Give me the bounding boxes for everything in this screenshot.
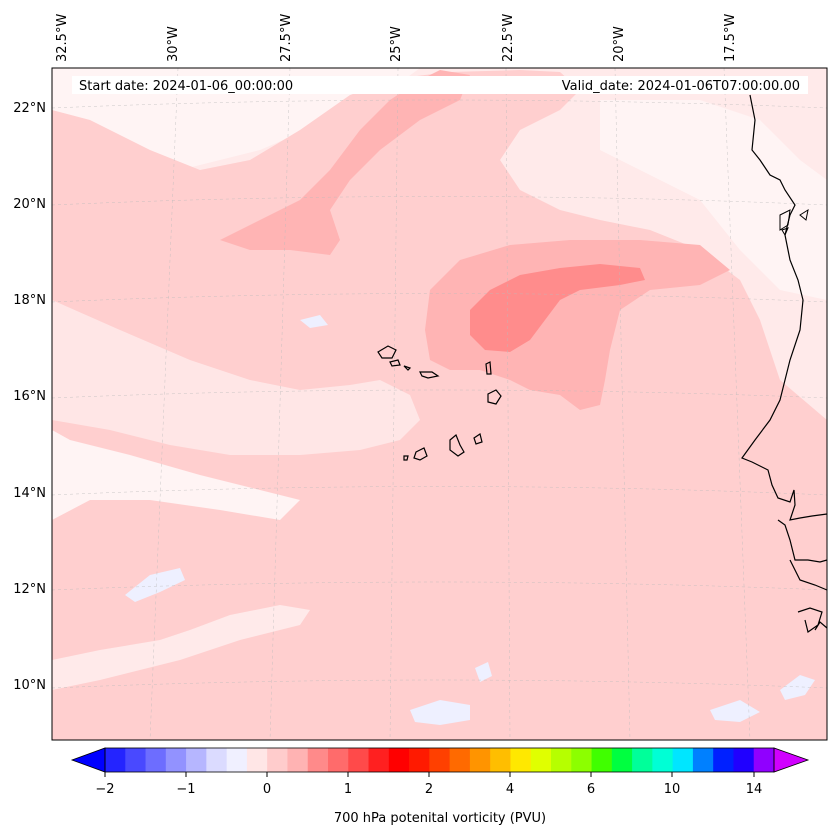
pv-field-light xyxy=(600,100,827,300)
map-panel: Start date: 2024-01-06_00:00:00 Valid_da… xyxy=(51,67,828,741)
colorbar-cell xyxy=(692,748,714,772)
colorbar-cell xyxy=(368,748,390,772)
colorbar-cell xyxy=(611,748,633,772)
pv-field-negative xyxy=(780,675,815,700)
lat-label: 16°N xyxy=(13,389,46,404)
pv-field-light xyxy=(52,300,420,455)
colorbar-cell xyxy=(510,748,532,772)
cbar-tick: 2 xyxy=(425,782,433,797)
colorbar-tick-labels: −2 −1 0 1 2 4 6 10 14 xyxy=(95,782,762,797)
lon-label: 25°W xyxy=(389,26,404,62)
lat-label: 22°N xyxy=(13,101,46,116)
colorbar-cell xyxy=(753,748,775,772)
pv-field-negative xyxy=(125,568,185,602)
colorbar-cell xyxy=(328,748,349,772)
colorbar-cell xyxy=(490,748,512,772)
colorbar-cell xyxy=(672,748,694,772)
colorbar-cells xyxy=(105,748,775,772)
lon-label: 30°W xyxy=(166,26,181,62)
coastline xyxy=(779,208,809,237)
pv-field-strong xyxy=(220,70,470,255)
pv-field-core xyxy=(470,264,645,352)
lat-label: 12°N xyxy=(13,582,46,597)
lat-label: 10°N xyxy=(13,678,46,693)
lat-label: 14°N xyxy=(13,486,46,501)
pv-field-negative xyxy=(475,662,492,682)
longitude-labels: 32.5°W 30°W 27.5°W 25°W 22.5°W 20°W 17.5… xyxy=(55,14,738,62)
colorbar-cell xyxy=(125,748,147,772)
map-frame xyxy=(51,67,828,741)
graticule xyxy=(51,67,828,741)
colorbar-cell xyxy=(409,748,430,772)
colorbar-label: 700 hPa potenital vorticity (PVU) xyxy=(334,811,546,826)
lon-label: 32.5°W xyxy=(55,14,70,62)
colorbar-cell xyxy=(733,748,755,772)
cbar-tick: −1 xyxy=(176,782,195,797)
cbar-tick: −2 xyxy=(95,782,114,797)
colorbar-cell xyxy=(145,748,167,772)
pv-field-negative xyxy=(410,700,470,725)
coastline xyxy=(741,94,828,633)
colorbar-cell xyxy=(713,748,735,772)
cbar-tick: 4 xyxy=(506,782,514,797)
colorbar-cell xyxy=(307,748,329,772)
colorbar-cell xyxy=(165,748,187,772)
pv-field-negative xyxy=(300,315,328,328)
cbar-tick: 6 xyxy=(587,782,595,797)
latitude-labels: 22°N 20°N 18°N 16°N 14°N 12°N 10°N xyxy=(13,101,46,693)
colorbar-cell xyxy=(246,748,268,772)
colorbar-cell xyxy=(551,748,572,772)
lat-label: 20°N xyxy=(13,197,46,212)
colorbar-cell xyxy=(469,748,491,772)
colorbar-cell xyxy=(530,748,552,772)
colorbar: −2 −1 0 1 2 4 6 10 14 700 hPa potenital … xyxy=(70,747,810,826)
colorbar-ticks xyxy=(104,772,755,777)
valid-date: Valid_date: 2024-01-06T07:00:00.00 xyxy=(562,79,800,94)
header-box xyxy=(72,76,808,94)
pv-field-negative xyxy=(710,700,760,722)
cbar-tick: 10 xyxy=(664,782,681,797)
colorbar-cell xyxy=(186,748,207,772)
colorbar-extend-low xyxy=(70,747,106,773)
colorbar-cell xyxy=(571,748,593,772)
lat-label: 18°N xyxy=(13,293,46,308)
pv-field-strong xyxy=(425,240,730,410)
colorbar-extend-high xyxy=(773,747,810,773)
colorbar-frame xyxy=(104,747,775,773)
colorbar-cell xyxy=(591,748,613,772)
cbar-tick: 1 xyxy=(344,782,352,797)
colorbar-cell xyxy=(652,748,674,772)
cbar-tick: 0 xyxy=(263,782,271,797)
colorbar-cell xyxy=(632,748,653,772)
colorbar-cell xyxy=(348,748,370,772)
colorbar-cell xyxy=(287,748,309,772)
colorbar-cell xyxy=(429,748,451,772)
islands xyxy=(377,345,502,461)
colorbar-cell xyxy=(449,748,471,772)
colorbar-cell xyxy=(388,748,410,772)
lon-label: 27.5°W xyxy=(279,14,294,62)
colorbar-cell xyxy=(267,748,289,772)
colorbar-cell xyxy=(206,748,228,772)
colorbar-cell xyxy=(226,748,248,772)
lon-label: 17.5°W xyxy=(723,14,738,62)
start-date: Start date: 2024-01-06_00:00:00 xyxy=(79,79,293,94)
colorbar-cell xyxy=(105,748,126,772)
lon-label: 20°W xyxy=(612,26,627,62)
lon-label: 22.5°W xyxy=(501,14,516,62)
cbar-tick: 14 xyxy=(746,782,763,797)
